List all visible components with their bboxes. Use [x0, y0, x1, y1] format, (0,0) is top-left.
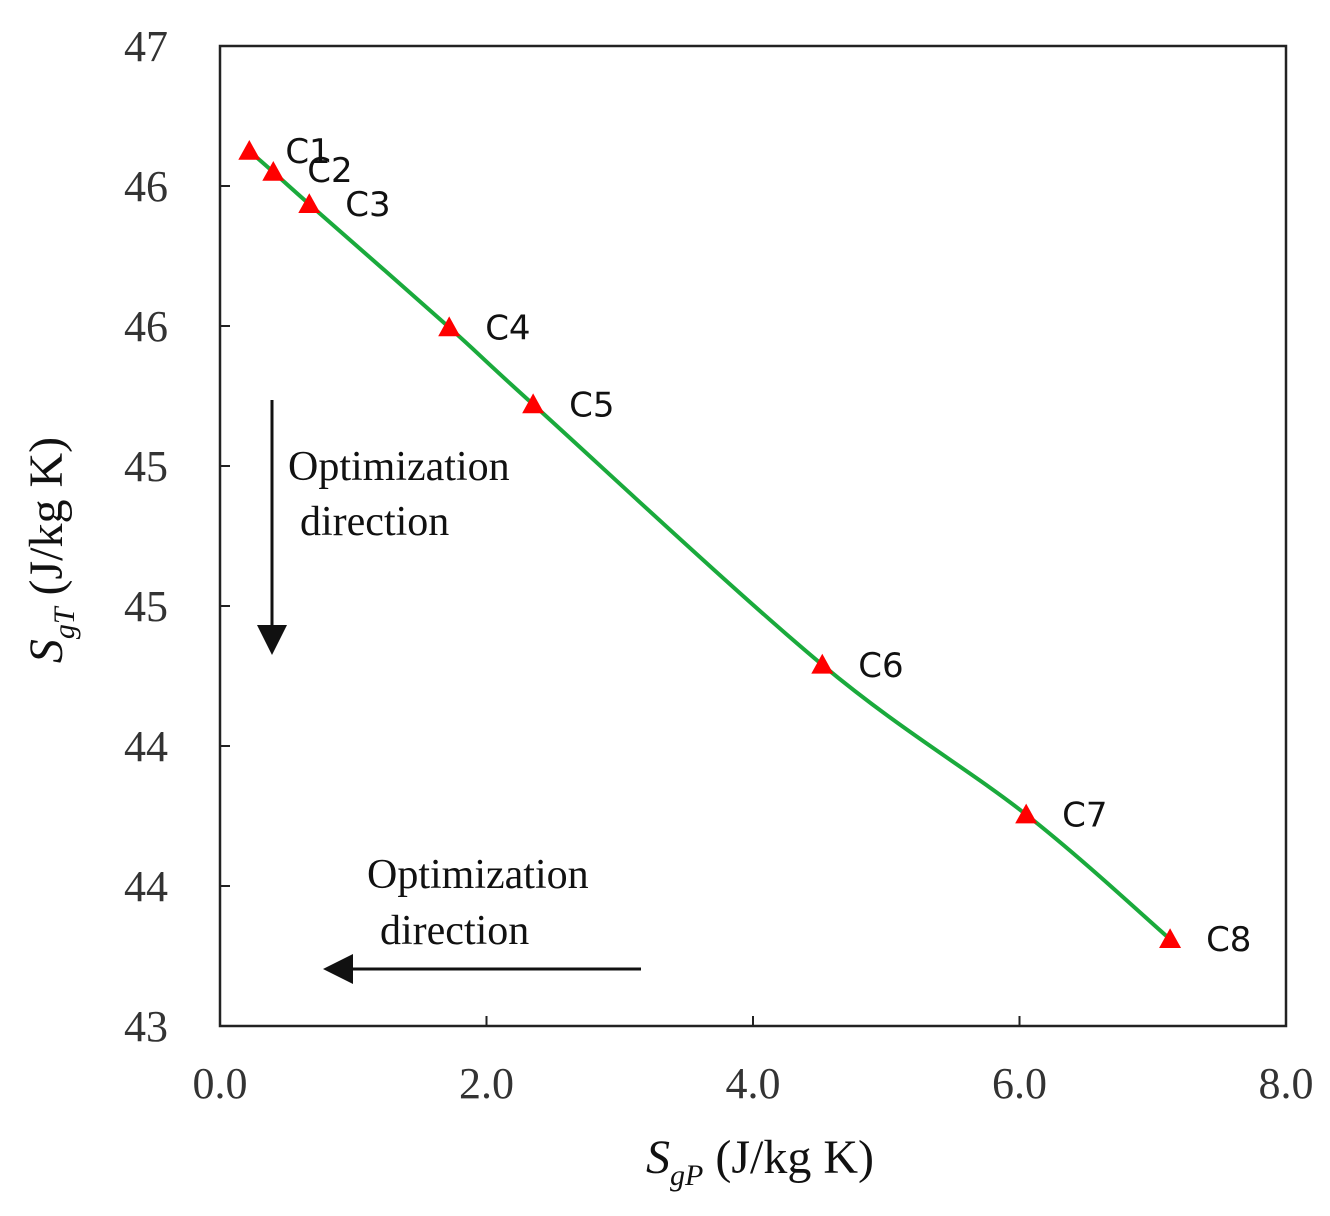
x-axis-symbol: S — [646, 1131, 670, 1184]
x-tick-label: 8.0 — [1259, 1059, 1314, 1108]
series-line — [247, 149, 1173, 942]
point-marker-c8 — [1159, 928, 1182, 948]
y-axis-symbol: S — [20, 639, 73, 663]
vertical-optimization-annotation: Optimization direction — [257, 400, 510, 655]
point-marker-c5 — [522, 393, 545, 414]
point-label-c5: C5 — [569, 385, 614, 425]
point-label-c2: C2 — [307, 151, 352, 191]
y-tick-label: 43 — [124, 1002, 168, 1051]
y-axis-title: SgT (J/kg K) — [20, 437, 81, 663]
vertical-annotation-line-1: Optimization — [288, 444, 510, 490]
horizontal-annotation-line-2: direction — [380, 908, 529, 954]
x-tick-label: 2.0 — [459, 1059, 514, 1108]
point-marker-c1 — [238, 140, 261, 160]
point-marker-c4 — [438, 316, 461, 337]
y-tick-label: 45 — [124, 582, 168, 631]
x-axis-unit: (J/kg K) — [703, 1131, 874, 1184]
x-axis-title: SgP (J/kg K) — [646, 1131, 874, 1192]
point-marker-c3 — [298, 193, 321, 213]
point-label-c1: C1 — [285, 132, 330, 172]
y-axis-ticks: 43 44 44 45 45 46 46 47 — [124, 22, 230, 1051]
point-label-c7: C7 — [1062, 796, 1107, 836]
point-label-c3: C3 — [345, 185, 390, 225]
y-tick-label: 46 — [124, 302, 168, 351]
y-tick-label: 44 — [124, 722, 168, 771]
x-tick-label: 4.0 — [726, 1059, 781, 1108]
y-axis-subscript: gT — [48, 605, 81, 639]
x-tick-label: 6.0 — [992, 1059, 1047, 1108]
y-tick-label: 44 — [124, 862, 168, 911]
x-axis-subscript: gP — [670, 1159, 703, 1192]
y-tick-label: 46 — [124, 162, 168, 211]
point-marker-c7 — [1015, 803, 1038, 824]
y-tick-label: 47 — [124, 22, 168, 71]
point-marker-c6 — [811, 653, 834, 674]
point-label-c4: C4 — [485, 308, 530, 348]
vertical-annotation-line-2: direction — [300, 499, 449, 545]
y-axis-unit: (J/kg K) — [20, 437, 73, 608]
y-tick-label: 45 — [124, 442, 168, 491]
point-label-c6: C6 — [858, 646, 903, 686]
point-marker-c2 — [262, 161, 285, 181]
x-tick-label: 0.0 — [193, 1059, 248, 1108]
point-label-c8: C8 — [1206, 920, 1251, 960]
horizontal-annotation-line-1: Optimization — [367, 852, 589, 898]
horizontal-optimization-annotation: Optimization direction — [323, 852, 641, 984]
x-axis-ticks: 0.0 2.0 4.0 6.0 8.0 — [193, 1016, 1314, 1108]
